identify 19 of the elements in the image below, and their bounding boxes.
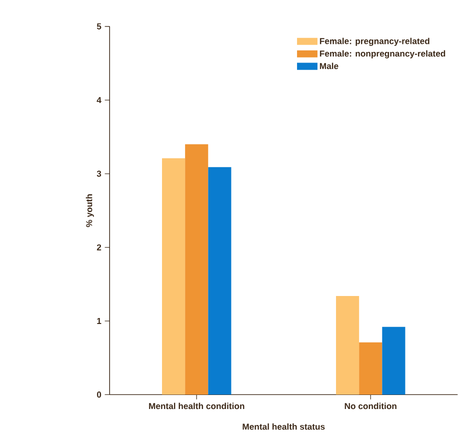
y-tick-label: 4	[96, 96, 102, 103]
bar	[208, 166, 232, 394]
y-axis-title: % youth	[86, 194, 94, 227]
bar	[185, 144, 208, 394]
legend-label: Male	[320, 62, 338, 69]
y-tick-label: 5	[96, 23, 102, 30]
y-tick-label: 2	[96, 244, 102, 250]
bar	[162, 158, 186, 394]
bar	[359, 342, 382, 394]
x-tick-label: No condition	[344, 402, 396, 410]
legend-label: Female: pregnancy-related	[320, 38, 430, 46]
x-tick-label: Mental health condition	[149, 402, 244, 410]
y-tick-label: 1	[97, 318, 102, 324]
y-tick-label: 3	[96, 170, 102, 177]
bar	[382, 326, 406, 394]
bar	[336, 296, 360, 394]
y-tick-label: 0	[96, 391, 102, 398]
legend-label: Female: nonpregnancy-related	[320, 50, 446, 58]
x-axis-title: Mental health status	[242, 423, 325, 430]
